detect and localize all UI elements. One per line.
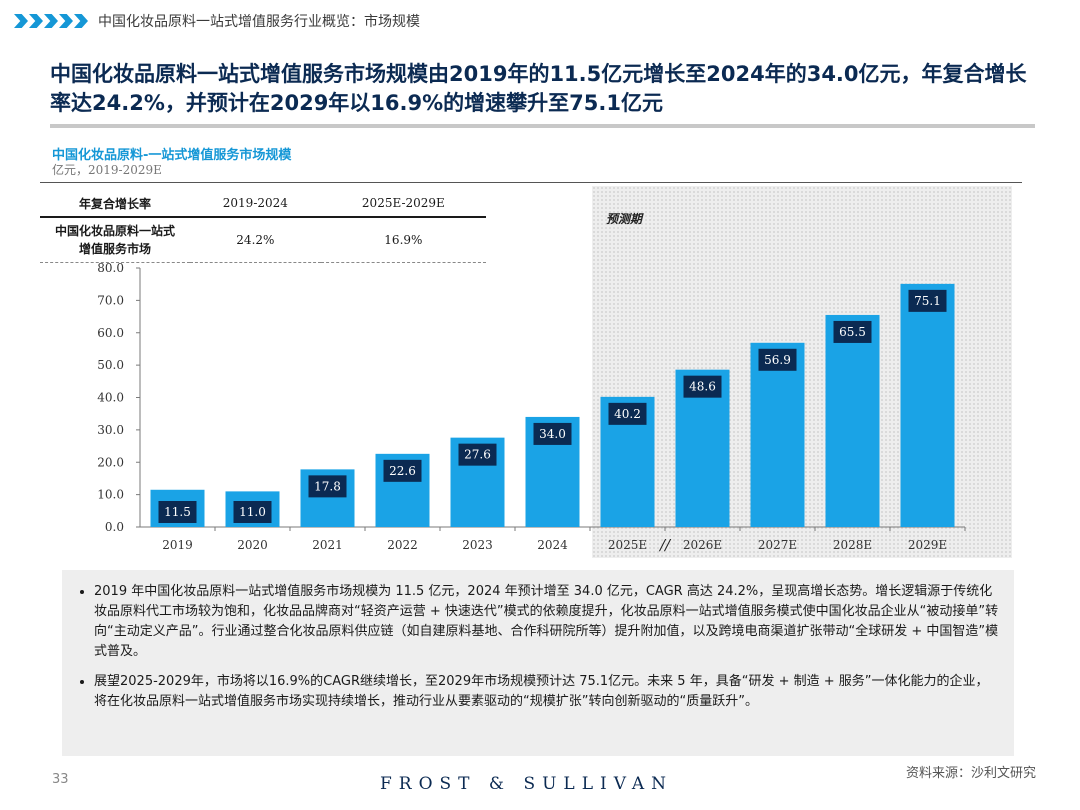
y-tick-label: 10.0 xyxy=(97,488,124,502)
x-tick-label: 2026E xyxy=(683,538,722,552)
cagr-value-1: 24.2% xyxy=(190,217,321,263)
data-label-box xyxy=(908,289,947,312)
data-label-box xyxy=(383,459,422,482)
data-label-box xyxy=(608,402,647,425)
cagr-row-label: 中国化妆品原料一站式增值服务市场 xyxy=(40,217,190,263)
x-tick-label: 2022 xyxy=(387,538,418,552)
y-tick-label: 60.0 xyxy=(97,326,124,340)
y-tick-label: 70.0 xyxy=(97,293,124,307)
bar xyxy=(750,342,805,527)
data-label: 48.6 xyxy=(689,380,716,394)
x-tick-label: 2020 xyxy=(237,538,268,552)
page-number: 33 xyxy=(52,772,69,787)
chart-header-divider xyxy=(40,182,1022,183)
x-tick-label: 2021 xyxy=(312,538,343,552)
data-label: 27.6 xyxy=(464,448,491,462)
forecast-period-label: 预测期 xyxy=(606,212,643,226)
commentary-panel: 2019 年中国化妆品原料一站式增值服务市场规模为 11.5 亿元，2024 年… xyxy=(62,570,1014,756)
data-label: 56.9 xyxy=(764,353,791,367)
data-label: 11.5 xyxy=(164,505,191,519)
data-label-box xyxy=(458,443,497,466)
data-label-box xyxy=(683,375,722,398)
cagr-value-2: 16.9% xyxy=(320,217,486,263)
bar xyxy=(900,283,955,527)
y-tick-label: 0.0 xyxy=(105,520,124,534)
table-row: 中国化妆品原料一站式增值服务市场 24.2% 16.9% xyxy=(40,217,486,263)
data-label: 40.2 xyxy=(614,407,641,421)
axis-break-marker: // xyxy=(658,536,672,554)
data-label: 75.1 xyxy=(914,294,941,308)
x-tick-label: 2027E xyxy=(758,538,797,552)
section-header: 中国化妆品原料一站式增值服务行业概览：市场规模 xyxy=(14,10,420,32)
x-tick-label: 2028E xyxy=(833,538,872,552)
data-label: 65.5 xyxy=(839,325,866,339)
chart-subtitle: 亿元，2019-2029E xyxy=(52,163,162,177)
x-tick-label: 2024 xyxy=(537,538,568,552)
y-tick-label: 50.0 xyxy=(97,358,124,372)
cagr-header-period-2: 2025E-2029E xyxy=(320,190,486,218)
data-label-box xyxy=(308,475,347,498)
commentary-bullet-1: 2019 年中国化妆品原料一站式增值服务市场规模为 11.5 亿元，2024 年… xyxy=(94,582,1000,662)
data-label-box xyxy=(533,422,572,445)
cagr-header-label: 年复合增长率 xyxy=(40,190,190,218)
bar xyxy=(825,314,880,527)
y-tick-label: 20.0 xyxy=(97,455,124,469)
x-tick-label: 2025E xyxy=(608,538,647,552)
x-tick-label: 2023 xyxy=(462,538,493,552)
data-label: 17.8 xyxy=(314,479,341,493)
data-label-box xyxy=(233,501,272,523)
page-title: 中国化妆品原料一站式增值服务市场规模由2019年的11.5亿元增长至2024年的… xyxy=(50,62,1027,115)
y-tick-label: 80.0 xyxy=(97,261,124,275)
data-label-box xyxy=(758,348,797,371)
source-note: 资料来源：沙利文研究 xyxy=(905,766,1036,781)
data-label: 11.0 xyxy=(239,505,266,519)
title-divider xyxy=(50,124,1035,128)
chart-title: 中国化妆品原料-一站式增值服务市场规模 xyxy=(52,148,292,163)
data-label-box xyxy=(158,501,197,523)
chevron-arrows-icon xyxy=(14,14,88,28)
cagr-table: 年复合增长率 2019-2024 2025E-2029E 中国化妆品原料一站式增… xyxy=(40,190,486,263)
y-tick-label: 30.0 xyxy=(97,423,124,437)
section-header-text: 中国化妆品原料一站式增值服务行业概览：市场规模 xyxy=(98,14,420,30)
data-label-box xyxy=(833,320,872,343)
commentary-bullet-2: 展望2025-2029年，市场将以16.9%的CAGR继续增长，至2029年市场… xyxy=(94,672,1000,712)
data-label: 34.0 xyxy=(539,427,566,441)
brand-logo: FROST & SULLIVAN xyxy=(380,774,673,794)
x-tick-label: 2029E xyxy=(908,538,947,552)
y-tick-label: 40.0 xyxy=(97,391,124,405)
cagr-header-period-1: 2019-2024 xyxy=(190,190,321,218)
data-label: 22.6 xyxy=(389,464,416,478)
x-tick-label: 2019 xyxy=(162,538,193,552)
